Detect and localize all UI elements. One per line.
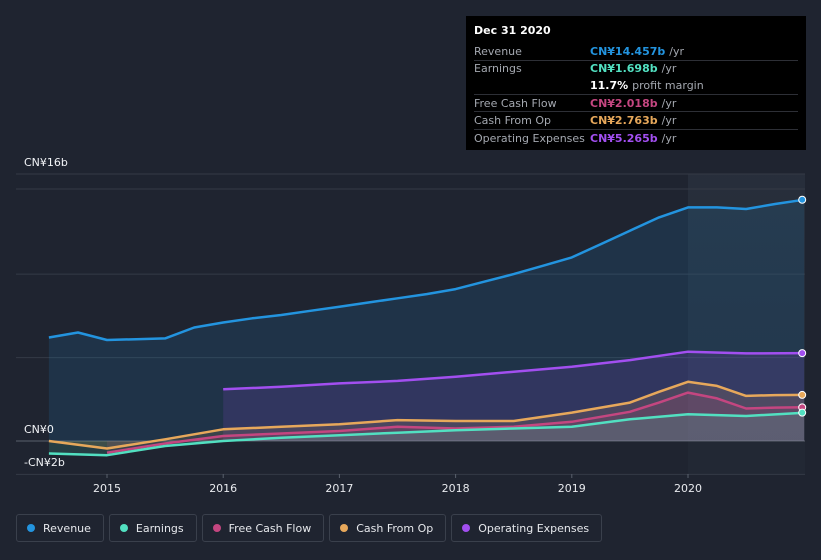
- legend-item-cash-from-op[interactable]: Cash From Op: [329, 514, 447, 542]
- tooltip-row-unit: /yr: [669, 44, 685, 58]
- legend-dot-icon: [119, 524, 128, 532]
- x-tick-label: 2017: [325, 482, 353, 495]
- x-tick-label: 2015: [93, 482, 121, 495]
- revenue-end-point: [798, 195, 807, 204]
- legend-dot-icon: [462, 524, 471, 532]
- y-axis-top-label: CN¥16b: [24, 156, 68, 169]
- tooltip-row-value: CN¥2.763b: [590, 114, 658, 128]
- tooltip-row: Revenue CN¥14.457b/yr: [474, 43, 798, 60]
- tooltip-row-value: CN¥5.265b: [590, 131, 658, 145]
- tooltip-row-label: Revenue: [474, 44, 522, 58]
- x-tick-label: 2018: [442, 482, 470, 495]
- legend-label: Operating Expenses: [478, 521, 590, 535]
- tooltip-row: 11.7% profit margin: [474, 77, 798, 94]
- tooltip-row-label: Operating Expenses: [474, 131, 585, 145]
- tooltip-row-label: Cash From Op: [474, 114, 552, 128]
- tooltip-row-value: 11.7%: [590, 78, 629, 92]
- tooltip-row-value: CN¥1.698b: [590, 62, 658, 76]
- legend-label: Cash From Op: [356, 521, 434, 535]
- tooltip-row-value: CN¥2.018b: [590, 96, 658, 110]
- legend-dot-icon: [212, 524, 221, 532]
- legend-dot-icon: [340, 524, 349, 532]
- legend-item-operating-expenses[interactable]: Operating Expenses: [451, 514, 603, 542]
- operating-expenses-line: [223, 350, 805, 391]
- tooltip-row: Cash From Op CN¥2.763b/yr: [474, 111, 798, 129]
- free-cash-flow-line: [106, 391, 805, 454]
- revenue-area: [48, 199, 805, 441]
- tooltip-row-label: Free Cash Flow: [474, 96, 557, 110]
- earnings-line: [48, 411, 805, 457]
- x-tick-label: 2019: [558, 482, 586, 495]
- legend-item-free-cash-flow[interactable]: Free Cash Flow: [201, 514, 325, 542]
- tooltip-row-unit: /yr: [661, 114, 677, 128]
- tooltip-row-unit: /yr: [661, 62, 677, 76]
- legend-item-revenue[interactable]: Revenue: [16, 514, 104, 542]
- cash-from-op-line: [48, 380, 805, 450]
- tooltip-row-unit: profit margin: [632, 78, 704, 92]
- operating-expenses-end-point: [798, 349, 807, 358]
- cash-from-op-end-point: [798, 390, 807, 399]
- operating-expenses-area: [223, 351, 805, 441]
- y-axis-zero-label: CN¥0: [24, 423, 54, 436]
- x-tick-label: 2016: [209, 482, 237, 495]
- x-tick-label: 2020: [674, 482, 702, 495]
- tooltip: Dec 31 2020 Revenue CN¥14.457b/yr Earnings…: [466, 16, 806, 150]
- tooltip-date: Dec 31 2020: [474, 24, 551, 37]
- earnings-end-point: [798, 408, 807, 417]
- legend: Revenue Earnings Free Cash Flow Cash From O…: [16, 514, 603, 542]
- tooltip-row-label: Earnings: [474, 62, 522, 76]
- legend-label: Free Cash Flow: [228, 521, 312, 535]
- legend-item-earnings[interactable]: Earnings: [108, 514, 197, 542]
- highlight-region: [688, 174, 805, 474]
- tooltip-row-unit: /yr: [661, 96, 677, 110]
- tooltip-row-unit: /yr: [661, 131, 677, 145]
- legend-dot-icon: [27, 524, 35, 532]
- revenue-line: [48, 198, 805, 342]
- tooltip-row-value: CN¥14.457b: [590, 44, 666, 58]
- tooltip-row: Free Cash Flow CN¥2.018b/yr: [474, 93, 798, 112]
- y-axis-bottom-label: -CN¥2b: [24, 456, 65, 469]
- cash-from-op-area: [48, 381, 805, 449]
- legend-label: Revenue: [43, 521, 91, 535]
- legend-label: Earnings: [135, 521, 184, 535]
- tooltip-row: Earnings CN¥1.698b/yr: [474, 59, 798, 78]
- tooltip-row: Operating Expenses CN¥5.265b/yr: [474, 128, 798, 147]
- earnings-area: [48, 412, 805, 456]
